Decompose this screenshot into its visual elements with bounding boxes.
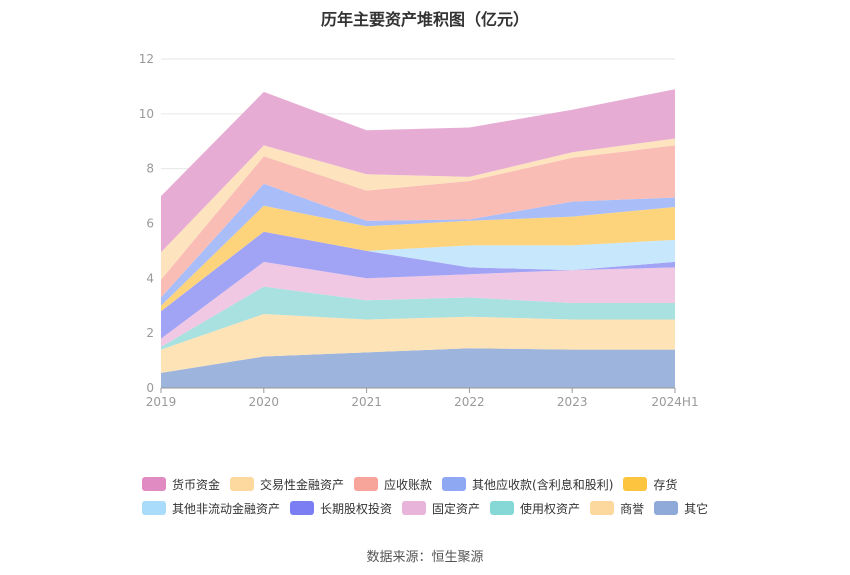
- legend-swatch: [442, 477, 467, 491]
- area-series-其他非流动金融资产: [161, 231, 675, 312]
- x-tick-label: 2024H1: [651, 395, 698, 409]
- y-tick-label: 6: [146, 217, 154, 231]
- x-tick-label: 2023: [557, 395, 588, 409]
- legend-item[interactable]: 使用权资产: [490, 500, 580, 517]
- legend-swatch: [354, 477, 379, 491]
- y-tick-label: 8: [146, 162, 154, 176]
- x-tick-label: 2021: [351, 395, 382, 409]
- legend-label: 固定资产: [432, 501, 481, 516]
- legend-label: 长期股权投资: [320, 501, 393, 516]
- legend-label: 存货: [653, 477, 678, 492]
- legend-item[interactable]: 交易性金融资产: [230, 476, 344, 493]
- legend-label: 交易性金融资产: [260, 477, 345, 492]
- legend-swatch: [142, 477, 166, 491]
- y-tick-label: 2: [146, 326, 154, 340]
- y-tick-label: 12: [139, 52, 154, 66]
- legend-swatch: [142, 501, 166, 515]
- legend-item[interactable]: 应收账款: [354, 476, 432, 493]
- legend-label: 应收账款: [384, 477, 433, 492]
- legend-label: 其它: [684, 501, 709, 516]
- legend-swatch: [402, 501, 427, 515]
- area-series-货币资金: [161, 89, 675, 253]
- x-tick-label: 2020: [249, 395, 280, 409]
- area-series-其它: [161, 348, 675, 388]
- legend-item[interactable]: 其它: [654, 500, 708, 517]
- legend-item[interactable]: 长期股权投资: [290, 500, 392, 517]
- legend-item[interactable]: 其他非流动金融资产: [142, 500, 280, 517]
- y-tick-label: 10: [139, 107, 154, 121]
- legend-row: 其他非流动金融资产 长期股权投资 固定资产 使用权资产 商誉 其它: [142, 496, 742, 520]
- legend-swatch: [290, 501, 315, 515]
- source-note: 数据来源：恒生聚源: [366, 550, 484, 565]
- legend-item[interactable]: 存货: [623, 476, 677, 493]
- legend-label: 货币资金: [172, 477, 221, 492]
- area-series-应收账款: [161, 145, 675, 298]
- x-tick-label: 2022: [454, 395, 485, 409]
- legend-item[interactable]: 固定资产: [402, 500, 480, 517]
- y-tick-label: 0: [146, 381, 154, 395]
- legend-swatch: [623, 477, 648, 491]
- legend-item[interactable]: 其他应收款(含利息和股利): [442, 476, 613, 493]
- legend-swatch: [490, 501, 515, 515]
- legend-item[interactable]: 货币资金: [142, 476, 220, 493]
- legend: 货币资金 交易性金融资产 应收账款 其他应收款(含利息和股利) 存货 其他非流动金融资产…: [142, 472, 742, 520]
- area-series-存货: [161, 205, 675, 312]
- area-series-其他应收款(含利息和股利): [161, 183, 675, 306]
- area-series-layer: [161, 89, 675, 388]
- area-series-固定资产: [161, 261, 675, 347]
- area-series-长期股权投资: [161, 231, 675, 339]
- legend-item[interactable]: 商誉: [590, 500, 644, 517]
- legend-label: 使用权资产: [520, 501, 581, 516]
- legend-swatch: [654, 501, 679, 515]
- area-series-使用权资产: [161, 286, 675, 350]
- legend-row: 货币资金 交易性金融资产 应收账款 其他应收款(含利息和股利) 存货: [142, 472, 742, 496]
- legend-label: 其他非流动金融资产: [172, 501, 281, 516]
- legend-swatch: [230, 477, 255, 491]
- area-series-商誉: [161, 314, 675, 373]
- x-tick-label: 2019: [146, 395, 177, 409]
- chart-title: 历年主要资产堆积图（亿元）: [320, 10, 529, 29]
- legend-label: 其他应收款(含利息和股利): [472, 477, 614, 492]
- legend-label: 商誉: [620, 501, 645, 516]
- axes: 0 2 4 6 8 10 12 2019 2020 2021 2022 2023 2024H1: [139, 52, 699, 409]
- y-tick-label: 4: [146, 271, 154, 285]
- legend-swatch: [590, 501, 615, 515]
